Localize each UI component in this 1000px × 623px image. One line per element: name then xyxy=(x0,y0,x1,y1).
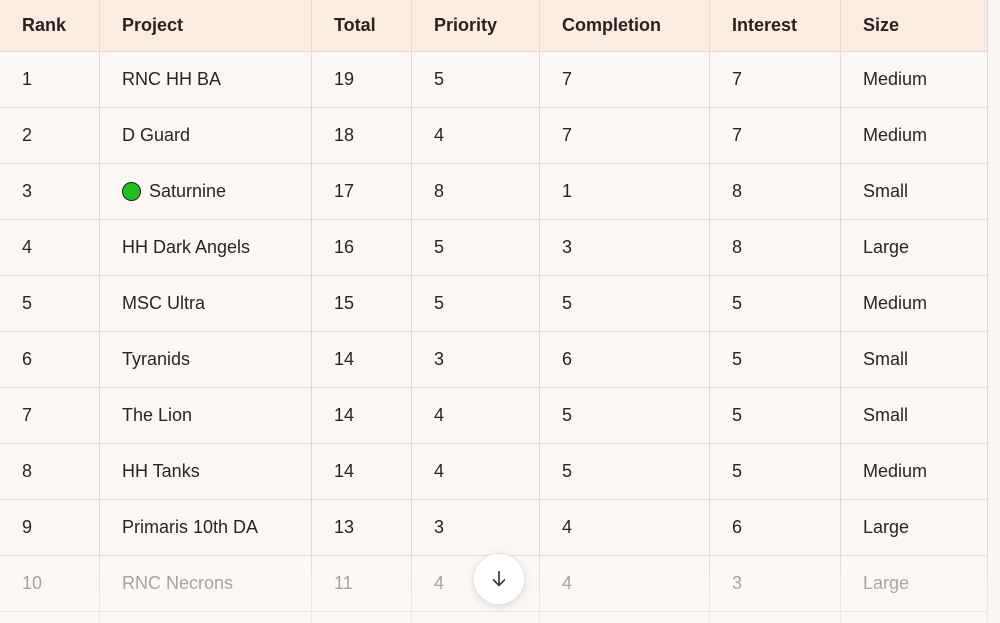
interest-cell: 5 xyxy=(709,331,841,388)
table-row: 2 D Guard 18 4 7 7 Medium xyxy=(0,107,988,164)
table-row: 4 HH Dark Angels 16 5 3 8 Large xyxy=(0,219,988,276)
completion-cell: 6 xyxy=(539,331,710,388)
project-cell: RNC HH BA xyxy=(99,51,312,108)
interest-cell: 5 xyxy=(709,443,841,500)
interest-cell: 5 xyxy=(709,275,841,332)
size-cell: Medium xyxy=(840,275,988,332)
total-cell: 14 xyxy=(311,443,412,500)
completion-cell: 1 xyxy=(539,163,710,220)
priority-cell: 8 xyxy=(411,163,540,220)
rank-cell: 1 xyxy=(0,51,100,108)
table-row: 1 RNC HH BA 19 5 7 7 Medium xyxy=(0,51,988,108)
size-cell: Large xyxy=(840,219,988,276)
table-row: 9 Primaris 10th DA 13 3 4 6 Large xyxy=(0,499,988,556)
completion-cell: 5 xyxy=(539,387,710,444)
completion-cell: 3 xyxy=(539,219,710,276)
total-cell: 11 xyxy=(311,555,412,612)
project-cell: Primaris 10th DA xyxy=(99,499,312,556)
completion-cell: 7 xyxy=(539,51,710,108)
total-cell: 14 xyxy=(311,387,412,444)
interest-cell: 5 xyxy=(709,387,841,444)
size-cell: Large xyxy=(840,555,988,612)
table-row: 3 Saturnine 17 8 1 8 Small xyxy=(0,163,988,220)
project-cell: RNC Necrons xyxy=(99,555,312,612)
size-cell: Medium xyxy=(840,107,988,164)
table-header: Rank Project Total Priority Completion I… xyxy=(0,0,988,52)
project-cell: Saturnine xyxy=(99,163,312,220)
header-rank: Rank xyxy=(0,0,100,52)
total-cell: 14 xyxy=(311,331,412,388)
interest-cell: 6 xyxy=(709,499,841,556)
interest-cell: 7 xyxy=(709,51,841,108)
green-circle-icon xyxy=(122,182,141,201)
total-cell: 19 xyxy=(311,51,412,108)
project-cell: MSC Ultra xyxy=(99,275,312,332)
rank-cell: 2 xyxy=(0,107,100,164)
rank-cell: 9 xyxy=(0,499,100,556)
table-row: 7 The Lion 14 4 5 5 Small xyxy=(0,387,988,444)
project-cell: HH Dark Angels xyxy=(99,219,312,276)
interest-cell: 7 xyxy=(709,107,841,164)
project-cell: Tyranids xyxy=(99,331,312,388)
priority-cell: 5 xyxy=(411,275,540,332)
header-row: Rank Project Total Priority Completion I… xyxy=(0,0,988,52)
table-row: 6 Tyranids 14 3 6 5 Small xyxy=(0,331,988,388)
total-cell: 13 xyxy=(311,499,412,556)
header-priority: Priority xyxy=(411,0,540,52)
project-label: Saturnine xyxy=(149,181,227,201)
table-body: 1 RNC HH BA 19 5 7 7 Medium 2 D Guard 18… xyxy=(0,51,988,623)
rank-cell: 7 xyxy=(0,387,100,444)
interest-cell: 3 xyxy=(709,555,841,612)
header-total: Total xyxy=(311,0,412,52)
size-cell: Small xyxy=(840,331,988,388)
completion-cell: 4 xyxy=(539,499,710,556)
size-cell: Small xyxy=(840,387,988,444)
completion-cell: 7 xyxy=(539,107,710,164)
interest-cell: 8 xyxy=(709,163,841,220)
size-cell: Large xyxy=(840,499,988,556)
table-row-partial xyxy=(0,611,988,623)
table-row: 8 HH Tanks 14 4 5 5 Medium xyxy=(0,443,988,500)
project-cell: HH Tanks xyxy=(99,443,312,500)
arrow-down-icon xyxy=(492,570,506,587)
header-interest: Interest xyxy=(709,0,841,52)
priority-cell: 4 xyxy=(411,107,540,164)
scroll-to-bottom-button[interactable] xyxy=(473,553,525,605)
total-cell: 17 xyxy=(311,163,412,220)
total-cell: 15 xyxy=(311,275,412,332)
rank-cell: 10 xyxy=(0,555,100,612)
rank-cell: 5 xyxy=(0,275,100,332)
completion-cell: 5 xyxy=(539,275,710,332)
header-size: Size xyxy=(840,0,988,52)
priority-cell: 4 xyxy=(411,387,540,444)
rank-cell: 6 xyxy=(0,331,100,388)
completion-cell: 5 xyxy=(539,443,710,500)
interest-cell: 8 xyxy=(709,219,841,276)
project-cell: D Guard xyxy=(99,107,312,164)
total-cell: 16 xyxy=(311,219,412,276)
size-cell: Medium xyxy=(840,51,988,108)
total-cell: 18 xyxy=(311,107,412,164)
header-project: Project xyxy=(99,0,312,52)
project-cell: The Lion xyxy=(99,387,312,444)
rank-cell: 3 xyxy=(0,163,100,220)
rank-cell: 4 xyxy=(0,219,100,276)
rank-cell: 8 xyxy=(0,443,100,500)
completion-cell: 4 xyxy=(539,555,710,612)
priority-cell: 5 xyxy=(411,219,540,276)
priority-cell: 3 xyxy=(411,499,540,556)
size-cell: Small xyxy=(840,163,988,220)
priority-cell: 5 xyxy=(411,51,540,108)
header-completion: Completion xyxy=(539,0,710,52)
table-row: 5 MSC Ultra 15 5 5 5 Medium xyxy=(0,275,988,332)
priority-cell: 3 xyxy=(411,331,540,388)
priority-cell: 4 xyxy=(411,443,540,500)
size-cell: Medium xyxy=(840,443,988,500)
